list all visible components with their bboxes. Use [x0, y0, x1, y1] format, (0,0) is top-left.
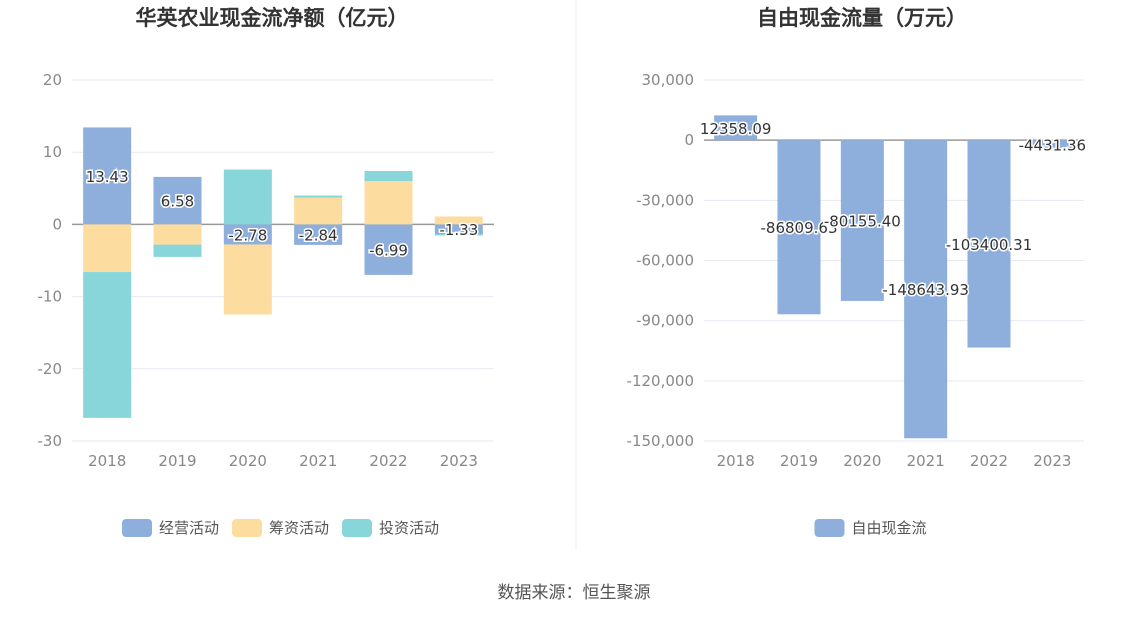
cash-flow-net-chart: 华英农业现金流净额（亿元） 20 10 0 -10 -20 -30 2018 2019 2020…	[38, 6, 494, 537]
chart2-y-tick-label: -90,000	[636, 312, 694, 330]
chart2-bar-0-2022	[967, 140, 1011, 348]
chart1-x-tick-label: 2018	[88, 452, 126, 470]
chart1-bar-0-2018	[83, 127, 132, 225]
chart1-x-tick-label: 2021	[299, 452, 337, 470]
chart1-y-tick-label: 20	[43, 71, 62, 89]
chart1-bar-0-2022	[364, 224, 413, 275]
chart1-bar-2-2021	[294, 195, 343, 198]
chart2-data-label: 12358.09	[700, 120, 772, 138]
chart2-legend-label: 自由现金流	[852, 519, 927, 537]
chart1-bar-2-2019	[153, 244, 202, 257]
chart2-x-tick-label: 2018	[717, 452, 755, 470]
chart2-x-tick-label: 2020	[843, 452, 881, 470]
chart1-bar-1-2019	[153, 224, 202, 245]
chart1-data-label: -1.33	[439, 221, 478, 239]
chart1-x-tick-label: 2022	[369, 452, 407, 470]
chart1-bar-2-2018	[83, 272, 132, 418]
chart1-bar-1-2022	[364, 181, 413, 225]
chart2-y-tick-label: -150,000	[627, 432, 694, 450]
chart2-x-tick-label: 2023	[1033, 452, 1071, 470]
chart1-title: 华英农业现金流净额（亿元）	[136, 6, 409, 30]
chart1-data-label: 6.58	[161, 193, 194, 211]
chart2-y-tick-label: 0	[684, 131, 694, 149]
chart1-data-label: -6.99	[369, 242, 408, 260]
chart1-data-label: -2.84	[299, 227, 338, 245]
chart2-y-tick-label: 30,000	[642, 71, 695, 89]
chart2-title: 自由现金流量（万元）	[757, 6, 967, 30]
chart2-data-label: -86809.63	[761, 219, 838, 237]
chart2-y-tick-label: -60,000	[636, 252, 694, 270]
chart2-bar-0-2019	[777, 140, 821, 315]
chart2-x-tick-label: 2022	[970, 452, 1008, 470]
chart2-bar-0-2021	[904, 140, 948, 439]
chart1-x-tick-label: 2019	[158, 452, 196, 470]
chart2-data-label: -103400.31	[946, 236, 1033, 254]
chart1-bar-0-2019	[153, 176, 202, 225]
chart1-y-tick-label: 10	[43, 143, 62, 161]
chart2-data-label: -80155.40	[824, 213, 901, 231]
chart1-bar-0-2020	[223, 224, 272, 245]
chart1-legend-swatch	[342, 519, 372, 537]
chart2-legend-swatch	[814, 519, 845, 537]
chart2-x-tick-label: 2021	[907, 452, 945, 470]
chart2-y-tick-label: -120,000	[627, 372, 694, 390]
chart1-y-tick-label: -10	[38, 288, 63, 306]
chart2-bar-0-2023	[1030, 140, 1074, 150]
chart1-data-label: -2.78	[228, 226, 267, 244]
chart1-y-tick-label: 0	[52, 215, 62, 233]
chart2-data-label: -4431.36	[1019, 137, 1086, 155]
chart2-bar-0-2018	[714, 115, 758, 141]
chart2-x-tick-label: 2019	[780, 452, 818, 470]
chart1-bar-1-2023	[434, 216, 483, 225]
chart1-bar-1-2018	[83, 224, 132, 273]
chart2-y-tick-label: -30,000	[636, 191, 694, 209]
chart1-y-tick-label: -20	[38, 360, 63, 378]
free-cash-flow-chart: 自由现金流量（万元） 30,000 0 -30,000 -60,000 -90,000 -…	[627, 6, 1088, 537]
chart1-legend-label: 投资活动	[379, 519, 439, 537]
chart1-legend-label: 筹资活动	[269, 519, 329, 537]
chart1-x-tick-label: 2023	[440, 452, 478, 470]
chart1-bar-1-2021	[294, 197, 343, 225]
chart1-legend-swatch	[232, 519, 262, 537]
chart1-bar-2-2022	[364, 170, 413, 182]
chart1-legend-swatch	[122, 519, 152, 537]
chart1-legend-label: 经营活动	[159, 519, 219, 537]
data-source-text: 数据来源：恒生聚源	[498, 583, 651, 603]
chart1-x-tick-label: 2020	[229, 452, 267, 470]
chart1-data-label: 13.43	[86, 168, 129, 186]
chart1-y-tick-label: -30	[38, 432, 63, 450]
chart1-bar-1-2020	[223, 244, 272, 315]
chart2-data-label: -148643.93	[882, 281, 969, 299]
chart1-bar-2-2023	[434, 234, 483, 236]
chart1-bar-0-2021	[294, 224, 343, 245]
chart2-bar-0-2020	[840, 140, 884, 301]
chart1-bar-0-2023	[434, 224, 483, 235]
chart1-bar-2-2020	[223, 169, 272, 225]
